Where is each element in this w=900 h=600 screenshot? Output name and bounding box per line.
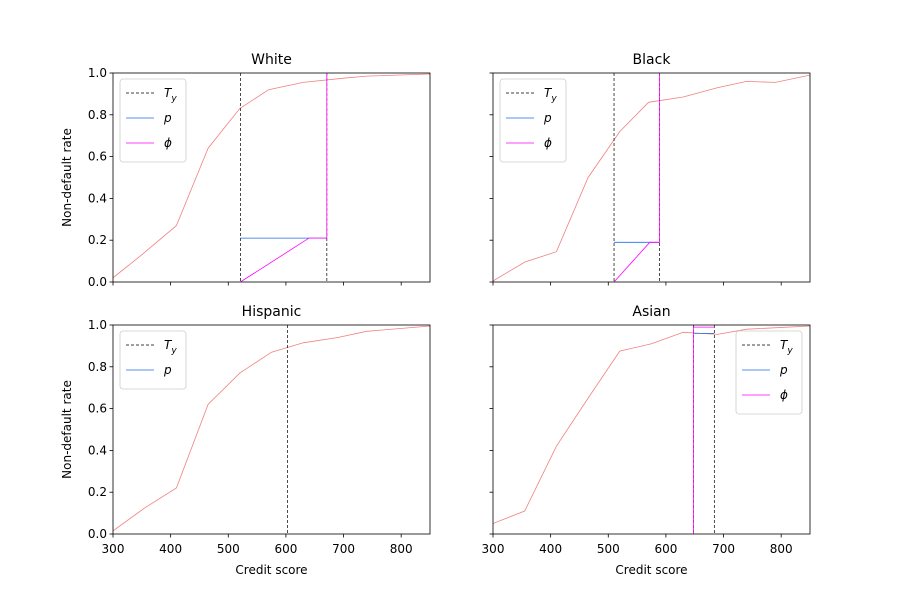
y-tick-label: 0.8 [88,108,107,122]
x-tick-label: 400 [159,542,182,556]
y-tick-label: 0.8 [88,360,107,374]
panel-title: Black [633,52,672,68]
x-tick-label: 300 [482,542,505,556]
panel-title: White [251,52,292,68]
legend-box [499,78,567,163]
y-tick-label: 1.0 [88,318,107,332]
axes-frame [492,324,811,535]
y-axis-label: Non-default rate [60,380,74,479]
legend-p-label: p [543,111,552,125]
y-tick-label: 0.0 [88,527,107,541]
x-axis-label: Credit score [235,563,307,577]
phi-line [613,73,660,282]
y-tick-label: 0.6 [88,402,107,416]
legend-box [119,330,187,390]
legend-box [119,78,187,163]
x-tick-label: 800 [770,542,793,556]
x-tick-label: 800 [390,542,413,556]
y-tick-label: 0.0 [88,275,107,289]
panel-1: White 0.0 0.2 0.4 0.6 0.8 1.0 Non-default rate T… [60,52,431,289]
legend-p-label: p [779,363,788,377]
x-tick-label: 700 [712,542,735,556]
legend-box [735,330,803,415]
x-tick-label: 300 [102,542,125,556]
y-tick-label: 0.2 [88,233,107,247]
non-default-curve [113,73,430,279]
non-default-curve [493,325,810,524]
y-tick-label: 0.2 [88,485,107,499]
x-axis-label: Credit score [615,563,687,577]
x-tick-label: 500 [597,542,620,556]
panel-3: Hispanic 300 400 500 600 700 800 0.0 0.2 0.4 0.6 0.… [60,304,431,577]
legend-p-label: p [163,111,172,125]
panel-title: Asian [632,304,670,320]
x-tick-label: 600 [274,542,297,556]
x-tick-label: 600 [654,542,677,556]
phi-line [693,326,715,534]
y-tick-label: 0.4 [88,443,107,457]
non-default-curve [113,325,430,532]
non-default-curve [493,74,810,282]
y-tick-label: 0.4 [88,191,107,205]
x-tick-label: 700 [332,542,355,556]
y-tick-label: 1.0 [88,66,107,80]
axes-frame [492,72,811,283]
axes-frame [112,72,431,283]
legend-phi-label: ϕ [780,388,788,402]
legend: Typ [119,330,187,390]
legend-p-label: p [163,363,172,377]
legend-phi-label: ϕ [164,136,172,150]
y-tick-label: 0.6 [88,150,107,164]
phi-line [240,73,328,282]
legend-phi-label: ϕ [544,136,552,150]
x-tick-label: 500 [217,542,240,556]
panel-title: Hispanic [242,304,302,320]
axes-frame [112,324,431,535]
y-axis-label: Non-default rate [60,128,74,227]
x-tick-label: 400 [539,542,562,556]
